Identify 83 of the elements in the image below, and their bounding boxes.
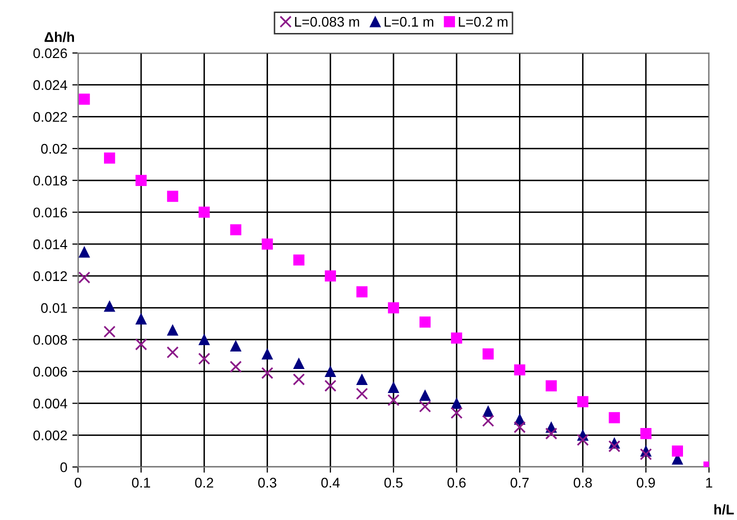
point [672,446,684,457]
x-tick-label: 0.8 [574,478,592,488]
point [167,324,178,336]
point [262,348,273,360]
x-tick-label: 0.2 [195,478,214,488]
point [78,94,90,105]
point [198,352,210,365]
x-tick-label: 0.7 [510,478,529,488]
y-tick-label: 0.006 [33,366,67,377]
point [576,434,589,446]
point [388,302,400,314]
point [608,412,620,424]
y-tick-label: 0.002 [33,430,67,440]
x-tick-label: 0.5 [384,478,403,488]
y-tick-label: 0.004 [33,398,68,408]
point [482,414,494,427]
point [419,400,432,413]
point [104,326,116,338]
point [324,366,336,378]
point [640,448,652,460]
x-tick-label: 1 [706,478,712,488]
point [419,390,431,401]
y-tick-label: 0.022 [33,112,67,122]
x-tick-label: 0.6 [447,478,466,488]
legend-label: L=0.083 m [295,16,360,27]
point [198,206,210,218]
y-axis-title: Δh/h [44,32,74,42]
point [136,174,147,186]
point [577,396,588,408]
x-tick-label: 0.1 [132,478,150,488]
x-axis-title: h/L [714,504,734,515]
point [230,340,242,352]
point [387,394,400,406]
point [230,224,242,236]
y-tick-label: 0.016 [33,208,67,218]
y-tick-label: 0.014 [33,239,68,250]
point [514,364,526,376]
y-tick-label: 0.026 [33,48,67,58]
point [482,406,494,417]
x-tick-label: 0 [74,478,82,488]
y-tick-label: 0.01 [41,303,67,313]
point [451,332,462,344]
point [293,358,304,370]
point [230,360,242,373]
point [261,367,274,380]
point [546,380,557,392]
point [514,421,526,434]
point [78,271,90,284]
point [356,286,368,298]
point [608,440,620,452]
point [324,270,336,282]
point [450,406,463,419]
point [136,313,147,324]
point [324,380,336,392]
legend-label: L=0.1 m [384,16,434,27]
point [167,190,178,202]
point [356,374,368,385]
point [104,300,116,312]
point [640,428,652,440]
point [356,388,368,400]
y-tick-label: 0.024 [33,80,68,90]
point [78,246,90,258]
y-tick-label: 0.018 [33,176,67,186]
y-tick-label: 0 [60,462,68,472]
y-tick-label: 0.008 [33,334,67,345]
y-tick-label: 0.02 [41,144,67,154]
point [262,238,273,250]
point [198,334,210,346]
y-tick-label: 0.012 [33,271,67,282]
point [292,373,305,386]
point [419,316,431,328]
point [451,398,462,409]
x-tick-label: 0.3 [258,478,276,488]
x-tick-label: 0.4 [321,478,340,488]
legend-label: L=0.2 m [458,16,508,27]
point [135,338,148,350]
point [388,382,400,393]
x-tick-label: 0.9 [636,478,655,488]
point [482,348,494,360]
point [104,152,116,164]
point [545,428,558,440]
point [166,346,179,358]
point [293,254,304,266]
